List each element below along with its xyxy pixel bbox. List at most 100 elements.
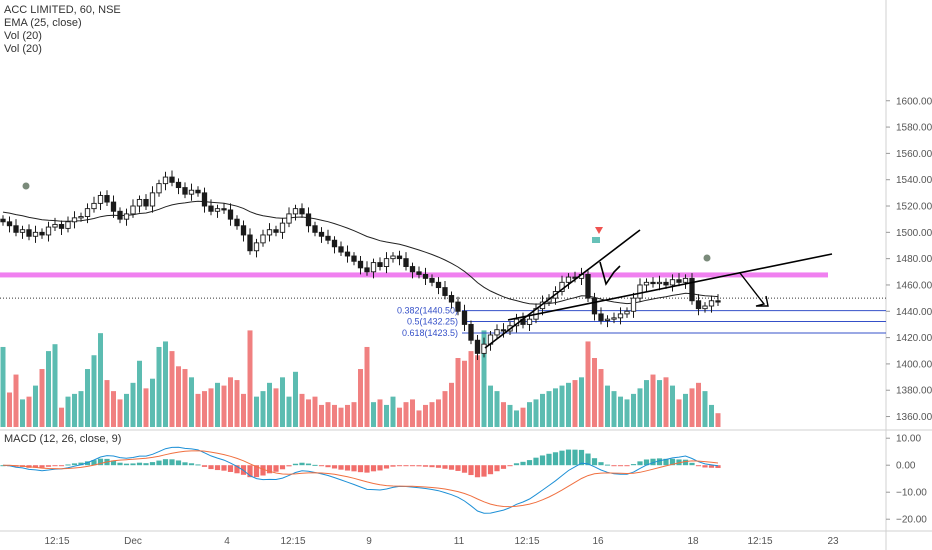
- macd-histogram-bar: [559, 450, 565, 466]
- price-legend: ACC LIMITED, 60, NSE EMA (25, close) Vol…: [4, 4, 121, 56]
- macd-histogram-bar: [45, 465, 52, 467]
- macd-histogram-bar: [175, 460, 182, 466]
- volume-bar: [260, 391, 266, 427]
- volume-bar: [397, 407, 402, 427]
- candle-body: [370, 262, 377, 273]
- volume-bar: [566, 382, 571, 427]
- candle-body: [422, 273, 429, 279]
- macd-histogram-bar: [39, 465, 45, 468]
- candle-body: [52, 223, 58, 228]
- macd-histogram-bar: [520, 461, 526, 466]
- fib-level-label: 0.5(1432.25): [407, 316, 458, 326]
- candle-body: [71, 217, 78, 223]
- candle-body: [227, 209, 234, 220]
- macd-histogram-bar: [370, 465, 377, 472]
- volume-bar: [312, 396, 318, 427]
- macd-histogram-bar: [656, 458, 663, 466]
- volume-bar: [637, 388, 643, 427]
- candle-body: [383, 258, 390, 267]
- time-tick-label: 18: [687, 536, 699, 547]
- volume-bar: [416, 410, 422, 427]
- macd-tick-label: 10.00: [896, 434, 921, 445]
- time-tick-label: 16: [592, 536, 604, 547]
- macd-histogram-bar: [513, 463, 520, 466]
- volume-bar: [182, 369, 188, 427]
- volume-bar: [410, 399, 415, 427]
- drawn-arrow-1: [599, 261, 621, 286]
- ema-label[interactable]: EMA (25, close): [4, 17, 82, 29]
- volume-bar: [46, 351, 51, 427]
- macd-histogram-bar: [91, 460, 97, 466]
- candle-body: [97, 195, 104, 204]
- volume-bar: [702, 391, 708, 427]
- volume-bar: [78, 391, 84, 427]
- macd-histogram-bar: [435, 465, 442, 468]
- volume-bar: [540, 393, 545, 427]
- candle-body: [663, 281, 669, 286]
- candle-body: [169, 176, 175, 183]
- macd-histogram-bar: [84, 461, 91, 466]
- highlight-marker: [592, 237, 600, 243]
- volume-bar: [514, 410, 519, 427]
- macd-histogram-bar: [695, 465, 702, 467]
- volume-bar: [176, 366, 181, 427]
- volume-bar: [585, 341, 591, 427]
- volume-bar: [696, 382, 701, 427]
- macd-histogram-bar: [422, 465, 429, 467]
- volume-bar: [559, 385, 565, 427]
- macd-label[interactable]: MACD (12, 26, close, 9): [4, 433, 122, 445]
- candle-body: [110, 201, 117, 212]
- macd-tick-label: 0.00: [896, 461, 916, 472]
- candle-body: [481, 343, 487, 354]
- macd-histogram-bar: [123, 463, 130, 466]
- volume-bar: [104, 380, 110, 427]
- vol-label-2[interactable]: Vol (20): [4, 43, 42, 55]
- volume-bar: [670, 385, 675, 427]
- time-tick-label: 11: [454, 536, 465, 547]
- candle-body: [351, 255, 357, 262]
- candle-body: [708, 300, 715, 307]
- macd-histogram-bar: [331, 465, 338, 469]
- macd-histogram-bar: [585, 453, 591, 466]
- macd-histogram-bar: [162, 459, 169, 466]
- candle-body: [409, 266, 416, 273]
- price-tick-label: 1440.00: [896, 307, 932, 318]
- macd-histogram-bar: [344, 465, 351, 471]
- time-tick-label: 12:15: [514, 536, 539, 547]
- candle-body: [45, 226, 52, 236]
- volume-bar: [306, 399, 311, 427]
- candle-body: [650, 281, 656, 285]
- macd-histogram-bar: [201, 465, 208, 467]
- volume-bar: [39, 369, 45, 427]
- candle-body: [136, 198, 143, 207]
- macd-histogram-bar: [637, 461, 643, 466]
- candle-body: [39, 231, 45, 236]
- volume-bar: [20, 399, 25, 427]
- candle-body: [357, 260, 364, 269]
- volume-bar: [59, 407, 64, 427]
- volume-bar: [579, 377, 584, 427]
- price-tick-label: 1420.00: [896, 333, 932, 344]
- macd-histogram-bar: [208, 465, 214, 470]
- macd-histogram-bar: [299, 462, 305, 466]
- volume-bar: [338, 407, 344, 427]
- volume-bar: [65, 396, 71, 427]
- trendline-support: [507, 253, 833, 321]
- macd-histogram-bar: [156, 460, 162, 466]
- macd-histogram-bar: [71, 463, 78, 466]
- volume-bar: [527, 402, 532, 427]
- candle-body: [676, 279, 682, 283]
- candle-body: [702, 305, 708, 310]
- vol-label[interactable]: Vol (20): [4, 30, 42, 42]
- symbol-label[interactable]: ACC LIMITED, 60, NSE: [4, 4, 121, 16]
- candle-body: [500, 329, 507, 332]
- candle-body: [279, 222, 286, 233]
- time-tick-label: 12:15: [44, 536, 69, 547]
- candle-body: [630, 297, 637, 312]
- macd-histogram-bar: [65, 464, 71, 466]
- macd-line: [2, 446, 719, 514]
- macd-tick-label: −20.00: [896, 515, 927, 526]
- volume-bar: [605, 385, 610, 427]
- macd-histogram-bar: [97, 458, 104, 466]
